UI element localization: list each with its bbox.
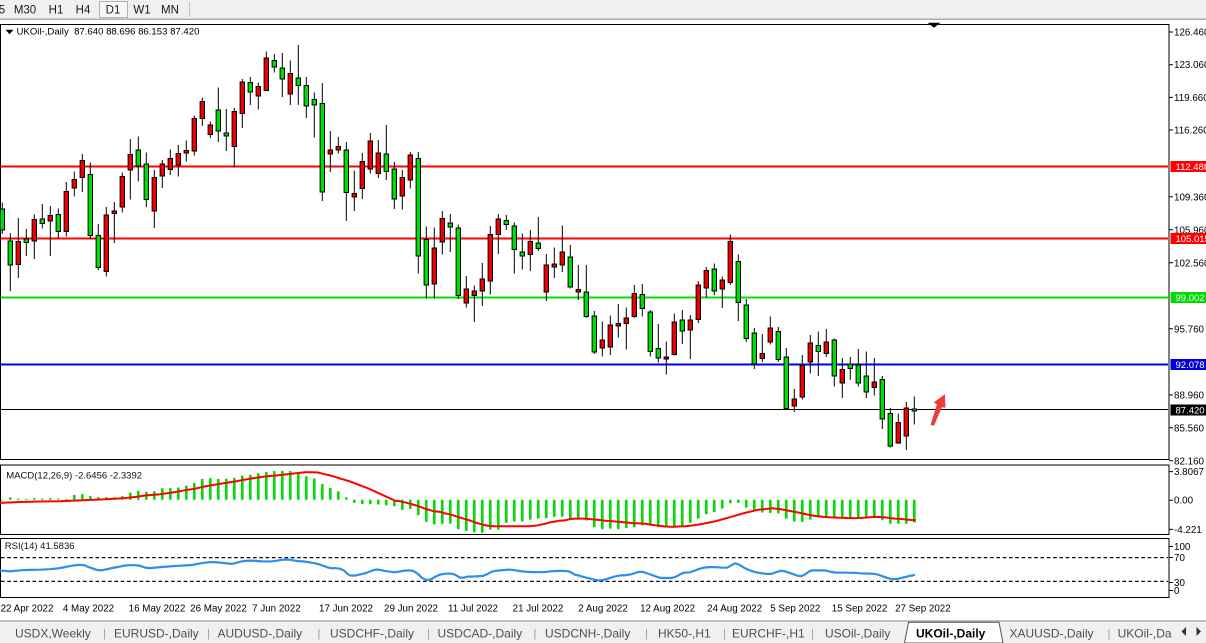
svg-text:0.00: 0.00 bbox=[1174, 496, 1194, 507]
svg-text:H4: H4 bbox=[76, 5, 91, 17]
svg-text:USDCAD-,Daily: USDCAD-,Daily bbox=[438, 627, 523, 641]
svg-text:2 Aug 2022: 2 Aug 2022 bbox=[578, 604, 628, 615]
svg-text:|: | bbox=[645, 628, 648, 640]
svg-text:105.960: 105.960 bbox=[1174, 225, 1206, 236]
svg-text:USDX,Weekly: USDX,Weekly bbox=[15, 627, 91, 641]
svg-text:70: 70 bbox=[1174, 553, 1185, 564]
svg-text:|: | bbox=[534, 628, 537, 640]
svg-text:W1: W1 bbox=[133, 5, 150, 17]
svg-text:USDCNH-,Daily: USDCNH-,Daily bbox=[545, 627, 630, 641]
svg-text:|: | bbox=[1108, 628, 1111, 640]
svg-text:109.360: 109.360 bbox=[1174, 192, 1206, 203]
svg-text:119.660: 119.660 bbox=[1174, 93, 1206, 104]
svg-text:|: | bbox=[318, 628, 321, 640]
svg-text:30: 30 bbox=[1174, 578, 1185, 589]
svg-text:112.488: 112.488 bbox=[1176, 162, 1206, 173]
svg-text:-4.221: -4.221 bbox=[1174, 525, 1202, 536]
svg-text:5: 5 bbox=[0, 5, 5, 17]
svg-text:UKOil-,Daily: UKOil-,Daily bbox=[916, 627, 986, 641]
svg-text:29 Jun 2022: 29 Jun 2022 bbox=[384, 604, 438, 615]
svg-text:27 Sep 2022: 27 Sep 2022 bbox=[895, 604, 951, 615]
svg-text:105.015: 105.015 bbox=[1176, 234, 1206, 245]
svg-text:85.560: 85.560 bbox=[1174, 423, 1205, 434]
svg-text:21 Jul 2022: 21 Jul 2022 bbox=[513, 604, 564, 615]
svg-text:82.160: 82.160 bbox=[1174, 456, 1205, 467]
svg-text:92.078: 92.078 bbox=[1176, 360, 1205, 371]
svg-text:24 Aug 2022: 24 Aug 2022 bbox=[707, 604, 762, 615]
svg-text:5 Sep 2022: 5 Sep 2022 bbox=[770, 604, 820, 615]
svg-text:D1: D1 bbox=[106, 5, 121, 17]
svg-text:17 Jun 2022: 17 Jun 2022 bbox=[319, 604, 373, 615]
svg-text:UKOil-,Da: UKOil-,Da bbox=[1118, 627, 1172, 641]
svg-text:100: 100 bbox=[1174, 542, 1191, 553]
svg-text:7 Jun 2022: 7 Jun 2022 bbox=[252, 604, 300, 615]
svg-text:116.260: 116.260 bbox=[1174, 126, 1206, 137]
svg-text:22 Apr 2022: 22 Apr 2022 bbox=[1, 604, 54, 615]
svg-text:15 Sep 2022: 15 Sep 2022 bbox=[832, 604, 888, 615]
svg-text:|: | bbox=[427, 628, 430, 640]
svg-text:|: | bbox=[103, 628, 106, 640]
svg-text:HK50-,H1: HK50-,H1 bbox=[658, 627, 711, 641]
svg-text:0: 0 bbox=[1174, 586, 1180, 597]
svg-text:MACD(12,26,9) -2.6456 -2.3392: MACD(12,26,9) -2.6456 -2.3392 bbox=[6, 471, 142, 482]
svg-text:USOil-,Daily: USOil-,Daily bbox=[825, 627, 890, 641]
svg-text:RSI(14) 41.5836: RSI(14) 41.5836 bbox=[5, 541, 75, 552]
svg-text:16 May 2022: 16 May 2022 bbox=[129, 604, 186, 615]
svg-text:|: | bbox=[207, 628, 210, 640]
svg-text:|: | bbox=[811, 628, 814, 640]
svg-text:95.760: 95.760 bbox=[1174, 324, 1205, 335]
svg-text:UKOil-,Daily 87.640 88.696 86: UKOil-,Daily 87.640 88.696 86.153 87.420 bbox=[17, 27, 200, 38]
svg-text:EURCHF-,H1: EURCHF-,H1 bbox=[732, 627, 805, 641]
svg-text:XAUUSD-,Daily: XAUUSD-,Daily bbox=[1010, 627, 1094, 641]
svg-text:88.960: 88.960 bbox=[1174, 390, 1205, 401]
svg-text:USDCHF-,Daily: USDCHF-,Daily bbox=[330, 627, 414, 641]
svg-text:126.460: 126.460 bbox=[1174, 28, 1206, 39]
svg-text:H1: H1 bbox=[49, 5, 64, 17]
svg-text:99.002: 99.002 bbox=[1176, 293, 1205, 304]
svg-text:26 May 2022: 26 May 2022 bbox=[190, 604, 247, 615]
svg-text:AUDUSD-,Daily: AUDUSD-,Daily bbox=[218, 627, 303, 641]
svg-text:102.560: 102.560 bbox=[1174, 258, 1206, 269]
svg-text:MN: MN bbox=[161, 5, 179, 17]
svg-text:87.420: 87.420 bbox=[1176, 406, 1205, 417]
svg-text:M30: M30 bbox=[14, 5, 36, 17]
svg-text:EURUSD-,Daily: EURUSD-,Daily bbox=[114, 627, 199, 641]
svg-text:3.8067: 3.8067 bbox=[1174, 467, 1204, 478]
svg-text:|: | bbox=[723, 628, 726, 640]
svg-text:4 May 2022: 4 May 2022 bbox=[63, 604, 114, 615]
svg-text:11 Jul 2022: 11 Jul 2022 bbox=[448, 604, 498, 615]
svg-text:12 Aug 2022: 12 Aug 2022 bbox=[640, 604, 695, 615]
svg-text:123.060: 123.060 bbox=[1174, 60, 1206, 71]
